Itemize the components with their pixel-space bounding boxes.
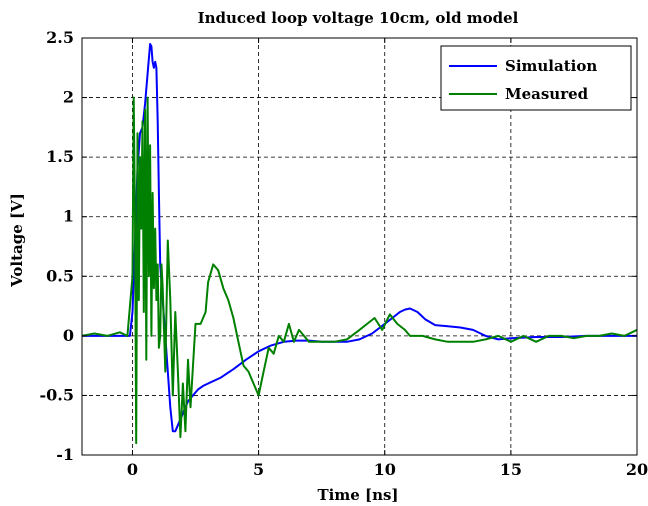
x-tick-label: 20 <box>626 460 648 479</box>
x-tick-label: 15 <box>500 460 522 479</box>
y-tick-label: -0.5 <box>40 385 74 404</box>
x-tick-label: 0 <box>127 460 138 479</box>
series-line-simulation <box>82 43 637 433</box>
plot-frame <box>81 37 638 456</box>
x-tick-label: 5 <box>253 460 264 479</box>
legend-box <box>440 45 632 111</box>
ticks: 0 5 10 15 20 -1 -0.5 0 0.5 1 1.5 2 2.5 <box>40 28 648 479</box>
legend-label-simulation: Simulation <box>505 57 597 75</box>
legend: Simulation Measured <box>440 45 632 111</box>
chart-title: Induced loop voltage 10cm, old model <box>198 9 519 27</box>
y-tick-label: 2 <box>63 88 74 107</box>
y-tick-label: 0 <box>63 326 74 345</box>
y-tick-label: 0.5 <box>46 266 74 285</box>
legend-label-measured: Measured <box>505 85 589 103</box>
y-axis-label: Voltage [V] <box>8 193 26 288</box>
y-tick-label: 2.5 <box>46 28 74 47</box>
y-tick-label: 1.5 <box>46 147 74 166</box>
x-tick-label: 10 <box>374 460 396 479</box>
series-group <box>81 43 638 445</box>
series-line-measured <box>81 96 638 445</box>
x-axis-label: Time [ns] <box>317 486 398 504</box>
y-tick-label: 1 <box>63 207 74 226</box>
y-tick-label: -1 <box>56 445 74 464</box>
